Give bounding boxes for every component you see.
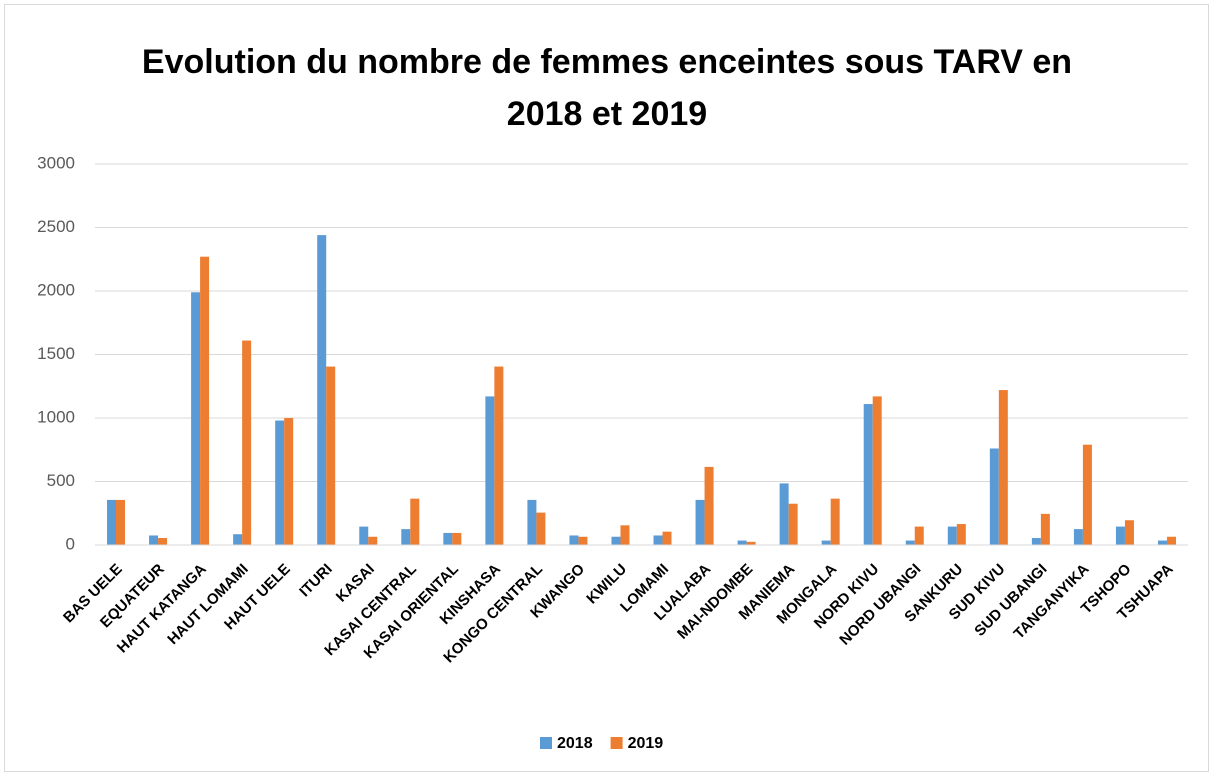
bar <box>956 524 966 545</box>
bar <box>1082 444 1092 545</box>
y-tick-label: 500 <box>47 471 75 490</box>
bar <box>1073 529 1083 545</box>
bar <box>1157 540 1167 545</box>
bar <box>149 535 159 545</box>
bar <box>578 536 588 545</box>
bar <box>191 292 201 545</box>
bar <box>746 541 756 545</box>
bar <box>914 526 924 545</box>
bar <box>695 499 705 545</box>
bar <box>989 448 999 545</box>
bar <box>737 540 747 545</box>
legend-swatch <box>610 737 623 749</box>
bar <box>326 366 336 545</box>
x-tick-label: ITURI <box>296 561 336 601</box>
bar <box>1031 538 1041 545</box>
chart-frame <box>4 4 1209 772</box>
bar <box>1124 520 1134 545</box>
bar <box>830 498 840 545</box>
bar <box>1166 536 1176 545</box>
bar <box>821 540 831 545</box>
bar <box>788 503 798 545</box>
bar <box>662 531 672 545</box>
bar <box>998 390 1008 545</box>
y-tick-label: 0 <box>66 534 75 553</box>
bar <box>1040 513 1050 545</box>
bar <box>704 466 714 545</box>
bar <box>947 526 957 545</box>
bar <box>863 404 873 545</box>
legend-swatch <box>540 737 552 749</box>
bar <box>116 499 126 545</box>
y-tick-label: 1500 <box>37 344 75 363</box>
y-tick-label: 2000 <box>37 280 75 299</box>
bar <box>410 498 420 545</box>
bar <box>452 532 462 545</box>
bar <box>527 499 537 545</box>
bar <box>569 535 579 545</box>
legend-label: 2019 <box>628 735 664 752</box>
y-tick-label: 2500 <box>37 217 75 236</box>
legend-label: 2018 <box>557 735 593 752</box>
bar <box>653 535 663 545</box>
bar <box>536 512 546 545</box>
bar <box>200 256 210 545</box>
bar <box>1115 526 1125 545</box>
y-tick-label: 3000 <box>37 153 75 172</box>
bar <box>368 536 378 545</box>
bar <box>317 235 327 545</box>
bar <box>494 366 504 545</box>
bar <box>443 532 453 545</box>
bar <box>359 526 369 545</box>
bar <box>107 499 117 545</box>
bar <box>275 420 285 545</box>
bar <box>905 540 915 545</box>
bar <box>485 396 495 545</box>
chart-title: Evolution du nombre de femmes enceintes … <box>141 43 1073 133</box>
bar <box>242 340 252 545</box>
bar <box>158 538 168 545</box>
bar <box>611 536 621 545</box>
bar <box>779 483 789 545</box>
bar <box>233 534 243 545</box>
bar <box>284 418 294 545</box>
bar <box>872 396 882 545</box>
bar <box>620 525 630 545</box>
y-tick-label: 1000 <box>37 407 75 426</box>
bar <box>401 529 411 545</box>
